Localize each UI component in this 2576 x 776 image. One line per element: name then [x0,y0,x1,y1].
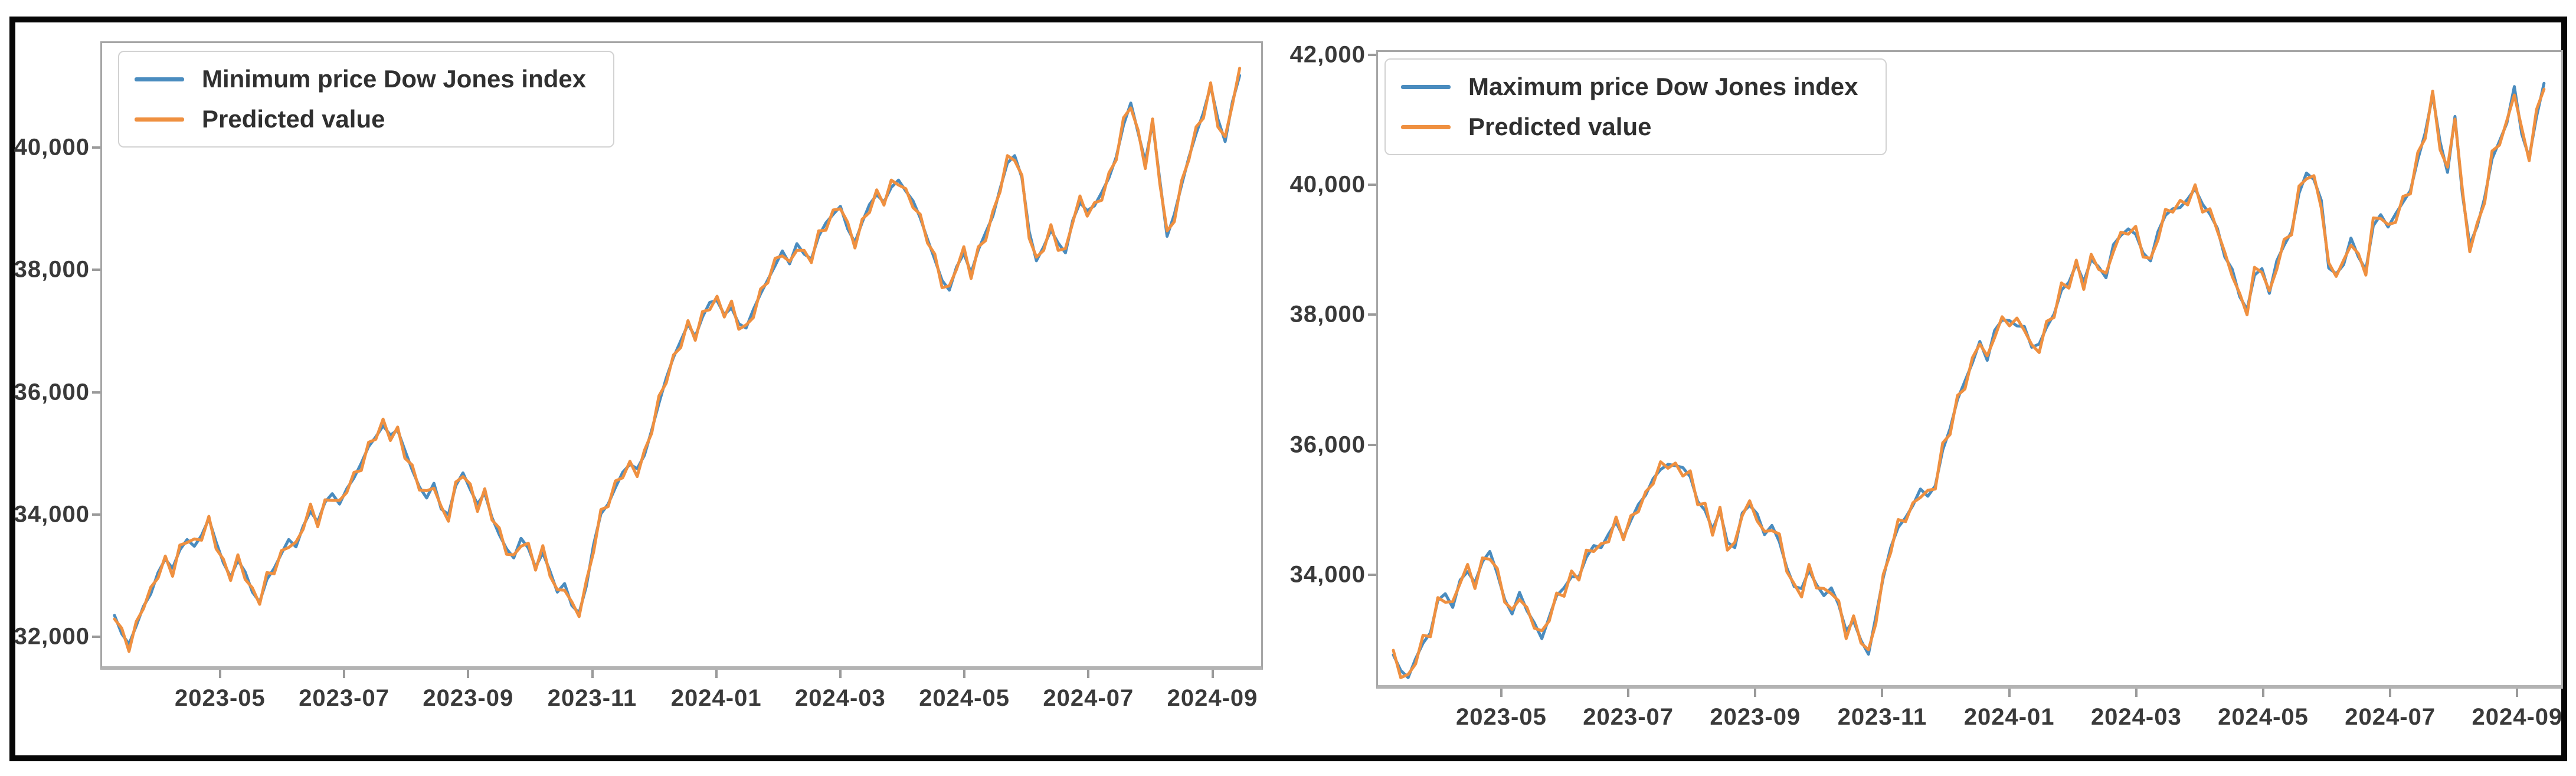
x-tick-mark [467,670,470,678]
legend-item-actual: Maximum price Dow Jones index [1401,73,1858,101]
legend-item-predicted: Predicted value [135,105,586,133]
series-line-predicted [113,67,1242,653]
x-tick-label: 2024-05 [2218,704,2309,730]
plot-area-max [1392,81,2546,679]
x-tick-label: 2023-05 [175,685,266,711]
y-tick-label: 36,000 [14,379,90,405]
x-tick-label: 2024-07 [2345,704,2436,730]
legend-item-actual: Minimum price Dow Jones index [135,65,586,93]
x-tick-mark [1627,689,1630,697]
y-tick-mark [92,513,100,516]
legend-item-predicted: Predicted value [1401,113,1858,141]
chart-maximum-price: Maximum price Dow Jones index Predicted … [1290,41,2563,730]
x-tick-label: 2024-01 [1963,704,2055,730]
x-tick-label: 2023-05 [1456,704,1547,730]
y-tick-mark [92,146,100,149]
y-tick-label: 42,000 [1289,41,1366,68]
y-tick-mark [1368,443,1376,446]
x-tick-label: 2024-07 [1043,685,1134,711]
series-line-predicted [1392,87,2546,679]
legend-line-swatch-actual [135,77,184,81]
x-tick-label: 2023-11 [1837,704,1927,730]
x-tick-mark [2135,689,2138,697]
y-tick-label: 40,000 [14,134,90,161]
x-tick-label: 2023-09 [423,685,514,711]
plot-area-min [113,67,1242,653]
legend-label-actual: Maximum price Dow Jones index [1468,73,1858,100]
x-tick-label: 2023-07 [299,685,389,711]
y-tick-label: 38,000 [1289,301,1366,328]
x-tick-mark [1087,670,1090,678]
legend-label-actual: Minimum price Dow Jones index [202,65,587,93]
x-tick-label: 2024-09 [1167,685,1258,711]
x-tick-label: 2023-11 [547,685,637,711]
x-tick-mark [839,670,842,678]
legend-label-predicted: Predicted value [1468,113,1652,140]
x-tick-label: 2023-09 [1710,704,1801,730]
y-tick-label: 34,000 [14,501,90,528]
y-tick-mark [1368,184,1376,186]
legend-line-swatch-predicted [135,117,184,122]
x-tick-label: 2024-03 [2090,704,2182,730]
x-tick-mark [1211,670,1214,678]
x-tick-mark [1500,689,1503,697]
y-tick-mark [92,269,100,271]
legend: Maximum price Dow Jones index Predicted … [1384,58,1887,155]
y-tick-mark [92,391,100,394]
chart-minimum-price: Minimum price Dow Jones index Predicted … [14,41,1263,711]
y-tick-mark [1368,574,1376,577]
x-tick-label: 2024-03 [794,685,886,711]
y-tick-label: 34,000 [1289,561,1366,588]
x-tick-label: 2024-09 [2472,704,2563,730]
legend-line-swatch-actual [1401,84,1451,89]
y-tick-mark [1368,53,1376,56]
x-tick-mark [218,670,221,678]
x-tick-mark [1881,689,1884,697]
series-line-actual [113,74,1242,646]
x-tick-label: 2023-07 [1583,704,1674,730]
x-tick-mark [2008,689,2011,697]
x-tick-mark [963,670,966,678]
x-tick-mark [591,670,594,678]
x-tick-label: 2024-01 [670,685,762,711]
x-tick-mark [2389,689,2392,697]
x-tick-mark [715,670,718,678]
legend-line-swatch-predicted [1401,125,1451,129]
y-tick-mark [1368,313,1376,316]
x-tick-mark [343,670,346,678]
x-tick-mark [1754,689,1757,697]
legend-label-predicted: Predicted value [202,105,385,133]
y-tick-mark [92,636,100,639]
x-tick-label: 2024-05 [919,685,1010,711]
legend: Minimum price Dow Jones index Predicted … [118,51,615,148]
y-tick-label: 32,000 [14,623,90,650]
y-tick-label: 36,000 [1289,431,1366,458]
x-tick-mark [2516,689,2519,697]
y-tick-label: 38,000 [14,256,90,283]
y-tick-label: 40,000 [1289,171,1366,198]
x-tick-mark [2262,689,2265,697]
